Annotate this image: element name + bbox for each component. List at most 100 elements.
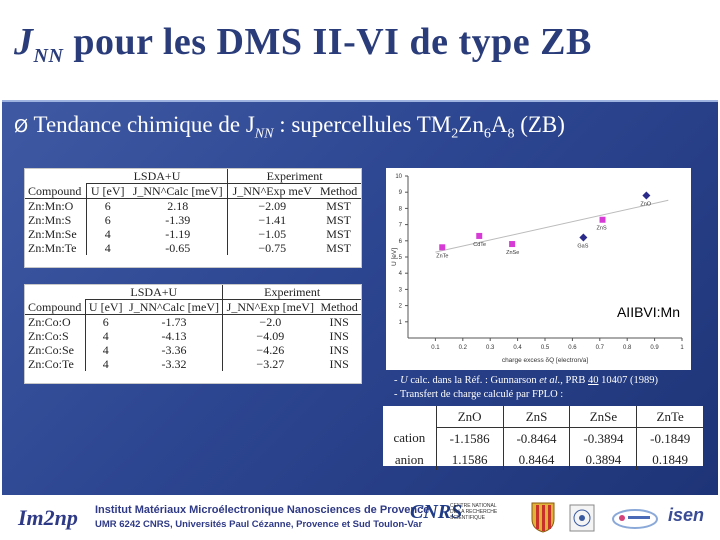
table-cell: -1.39	[165, 213, 191, 227]
table-cell: 6	[84, 314, 126, 329]
data-point-label: ZnTe	[436, 253, 448, 259]
y-tick-label: 8	[399, 206, 403, 212]
university-seal-icon	[568, 501, 598, 533]
y-axis-label: U [eV]	[391, 248, 398, 266]
title-rest: pour les DMS II-VI de type ZB	[63, 21, 592, 63]
bullet-sub-3: 6	[483, 126, 491, 142]
title-j: J	[14, 21, 34, 63]
bullet-text-4: A	[490, 112, 508, 137]
y-tick-label: 4	[399, 271, 403, 277]
data-point-label: ZnSe	[506, 250, 519, 256]
table-cell: 0.8464	[502, 449, 570, 470]
data-point-diamond	[642, 191, 651, 200]
row-label: cation	[393, 430, 426, 446]
trend-line	[435, 199, 669, 253]
col-header: Method	[316, 183, 361, 199]
table-row: Zn:Co:Se 4 -3.36 −4.26 INS	[25, 343, 361, 357]
col-header: Method	[317, 299, 361, 315]
table-cell: −4.09	[222, 329, 318, 343]
u-vs-charge-chart: 0.1 0.2 0.3 0.4 0.5 0.6 0.7 0.8 0.9 1 1 2 3 4 5 6 7 8 9 10 c…	[386, 168, 691, 370]
table-cell: Zn:Mn:Se	[28, 227, 77, 241]
x-tick-label: 0.1	[431, 345, 440, 351]
table-cell: -0.65	[165, 241, 191, 255]
col-header: Compound	[25, 183, 87, 199]
table-mn-panel: LSDA+U Experiment Compound U [eV] J_NN^C…	[24, 168, 362, 268]
table-cell: 4	[84, 357, 126, 371]
bullet-sub-4: 8	[507, 126, 515, 142]
charge-transfer-table: ZnO ZnS ZnSe ZnTe cation -1.1586 -0.8464 -0…	[383, 406, 703, 470]
isen-logo: isen	[668, 501, 714, 533]
table-cell: 0.1849	[636, 449, 703, 470]
table-cell: MST	[326, 227, 351, 241]
group-experiment: Experiment	[227, 169, 361, 184]
table-row: cation -1.1586 -0.8464 -0.3894 -0.1849	[383, 427, 703, 449]
group-lsda: LSDA+U	[86, 169, 228, 184]
y-tick-label: 2	[399, 304, 403, 310]
table-cell: -4.13	[161, 329, 187, 343]
table-cell: INS	[329, 343, 349, 357]
x-tick-label: 1	[680, 345, 684, 351]
table-cell: Zn:Mn:S	[28, 213, 72, 227]
x-tick-label: 0.5	[541, 345, 550, 351]
title-subscript: NN	[33, 45, 64, 67]
col-header: J_NN^Exp [meV]	[222, 299, 318, 315]
table-cell: Zn:Mn:O	[28, 199, 74, 213]
col-header: J_NN^Calc [meV]	[125, 299, 223, 315]
table-cell: 6	[86, 198, 129, 213]
table-cell: INS	[329, 315, 349, 329]
bullet-line: Ø Tendance chimique de JNN : supercellul…	[14, 112, 565, 143]
data-point-diamond	[579, 233, 588, 242]
chart-svg: 0.1 0.2 0.3 0.4 0.5 0.6 0.7 0.8 0.9 1 1 2 3 4 5 6 7 8 9 10 c…	[391, 174, 684, 364]
y-tick-label: 9	[399, 190, 403, 196]
table-cell: −3.27	[222, 357, 318, 371]
table-cell: 6	[86, 213, 129, 227]
cnrs-logo: CNRS	[410, 501, 463, 523]
x-tick-label: 0.8	[623, 345, 632, 351]
bullet-text-5: (ZB)	[514, 112, 565, 137]
y-tick-label: 10	[395, 174, 402, 180]
table-cell: -3.32	[161, 357, 187, 371]
col-header: J_NN^Calc [meV]	[128, 183, 228, 199]
table-co-panel: LSDA+U Experiment Compound U [eV] J_NN^C…	[24, 284, 362, 384]
data-point-label: ZnS	[597, 226, 607, 232]
note-line-1: - U calc. dans la Réf. : Gunnarson et al…	[394, 375, 658, 386]
bullet-text-1: Tendance chimique de J	[28, 112, 255, 137]
arrow-bullet-icon: Ø	[14, 116, 29, 137]
col-header: J_NN^Exp meV	[227, 183, 317, 199]
group-experiment: Experiment	[222, 285, 361, 300]
cnrs-subtitle: CENTRE NATIONAL DE LA RECHERCHE SCIENTIF…	[450, 503, 498, 521]
bullet-text-3: Zn	[458, 112, 484, 137]
table-cell: MST	[326, 241, 351, 255]
institute-affiliation: UMR 6242 CNRS, Universités Paul Cézanne,…	[95, 519, 423, 530]
table-cell: 4	[86, 227, 129, 241]
x-tick-label: 0.9	[650, 345, 659, 351]
chart-annotation: AIIBVI:Mn	[617, 304, 680, 320]
bullet-text-2: : supercellules TM	[273, 112, 452, 137]
x-tick-label: 0.2	[459, 345, 468, 351]
table-cell: -0.8464	[502, 427, 570, 449]
table-cell: 0.3894	[569, 449, 637, 470]
x-tick-label: 0.3	[486, 345, 495, 351]
col-header: Compound	[25, 299, 86, 315]
table-cell: MST	[326, 213, 351, 227]
col-header: U [eV]	[86, 183, 129, 199]
table-cell: -1.19	[165, 227, 191, 241]
x-tick-label: 0.4	[513, 345, 522, 351]
university-logo-icon	[610, 501, 660, 533]
institute-name: Institut Matériaux Microélectronique Nan…	[95, 504, 430, 516]
table-cell: Zn:Co:O	[28, 315, 71, 329]
university-crest-icon	[530, 501, 556, 533]
data-point-square	[599, 216, 606, 223]
table-row: Zn:Mn:Te 4 -0.65 −0.75 MST	[25, 241, 361, 255]
x-tick-label: 0.7	[596, 345, 605, 351]
row-label: anion	[394, 451, 424, 467]
x-tick-label: 0.6	[568, 345, 577, 351]
table-cell: Zn:Co:S	[28, 329, 69, 343]
table-cell: −4.26	[222, 343, 318, 357]
y-tick-label: 3	[399, 287, 403, 293]
table-cell: Zn:Co:Te	[28, 357, 74, 371]
col-header: ZnS	[502, 406, 570, 428]
data-point-square	[476, 232, 483, 239]
table-cell: −2.09	[227, 198, 317, 213]
y-tick-label: 1	[399, 320, 403, 326]
